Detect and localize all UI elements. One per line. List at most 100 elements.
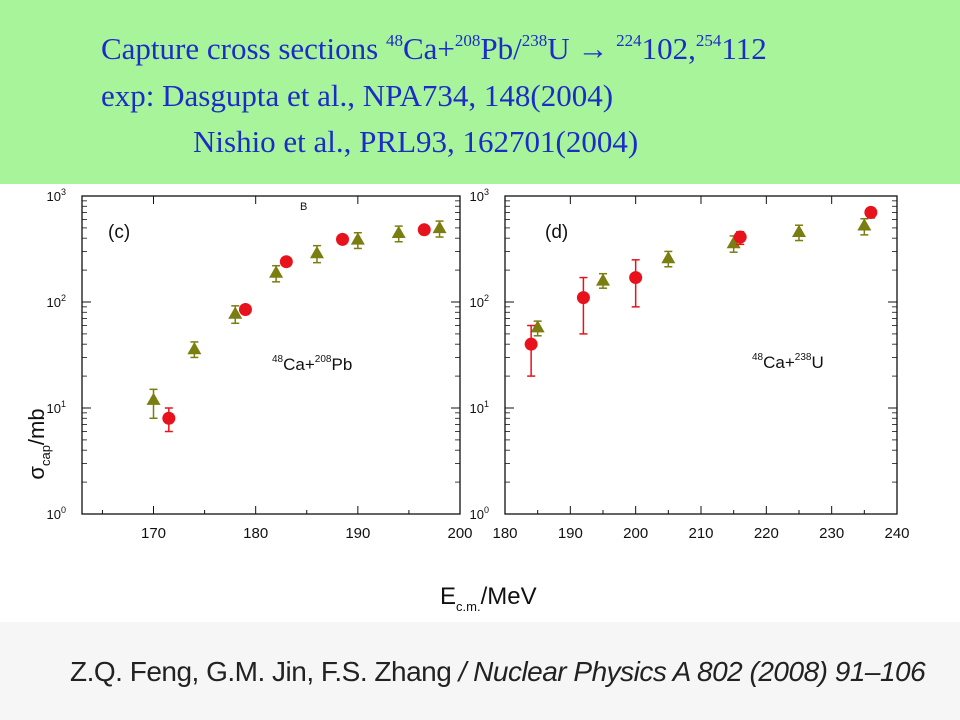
x-tick-label: 180 (492, 525, 517, 542)
data-point-circle (864, 205, 878, 219)
data-point-triangle (391, 225, 406, 239)
x-tick-label: 220 (754, 525, 779, 542)
y-axis-label: σcap/mb (24, 408, 53, 479)
superscript: 224 (616, 31, 642, 50)
reaction-text: Ca+ (763, 353, 795, 372)
superscript: 238 (521, 31, 548, 50)
data-point-circle (629, 271, 643, 285)
y-tick-exponent: 2 (61, 293, 66, 303)
x-tick-label: 240 (884, 525, 909, 542)
plot-frame (81, 195, 461, 515)
title-text: 102, (641, 31, 696, 66)
x-tick-label: 190 (558, 525, 583, 542)
x-tick-label: 170 (141, 525, 166, 542)
y-tick-base: 10 (47, 189, 61, 204)
y-tick-label: 100 (470, 505, 489, 522)
data-point-circle (524, 337, 538, 351)
y-tick-label: 101 (47, 399, 66, 416)
y-tick-exponent: 1 (484, 399, 489, 409)
reaction-superscript: 48 (752, 352, 764, 363)
data-point-circle (417, 223, 431, 237)
data-point-triangle (432, 220, 447, 234)
title-text: Capture cross sections (101, 31, 386, 66)
data-point-triangle (726, 236, 741, 249)
data-point-triangle (530, 320, 545, 333)
title-text: 112 (721, 31, 767, 66)
y-tick-label: 103 (47, 187, 66, 204)
superscript: 48 (385, 31, 403, 50)
reaction-label: 48Ca+238U (752, 352, 824, 372)
y-tick-base: 10 (470, 295, 484, 310)
arrow-icon: → (577, 31, 609, 66)
y-tick-exponent: 3 (61, 187, 66, 197)
y-tick-base: 10 (47, 507, 61, 522)
x-label-sub: c.m. (456, 599, 481, 614)
title-text: Ca+ (402, 31, 455, 66)
y-tick-base: 10 (470, 507, 484, 522)
y-tick-exponent: 0 (61, 505, 66, 515)
citation-caption: Z.Q. Feng, G.M. Jin, F.S. Zhang / Nuclea… (70, 656, 926, 688)
title-text: U (547, 31, 578, 66)
y-tick-label: 100 (47, 505, 66, 522)
reaction-superscript: 48 (272, 354, 284, 365)
title-text: Pb/ (480, 31, 522, 66)
data-point-triangle (187, 342, 202, 355)
data-point-circle (279, 255, 293, 269)
caption-authors: Z.Q. Feng, G.M. Jin, F.S. Zhang (70, 656, 452, 687)
x-label-main: E (440, 583, 456, 610)
data-point-circle (336, 232, 350, 246)
data-point-triangle (596, 273, 610, 286)
y-tick-base: 10 (47, 401, 61, 416)
x-tick-label: 200 (623, 525, 648, 542)
x-tick-label: 210 (688, 525, 713, 542)
y-tick-base: 10 (470, 401, 484, 416)
y-label-unit: /mb (24, 408, 49, 445)
x-label-unit: /MeV (481, 583, 537, 610)
reaction-label: 48Ca+208Pb (272, 354, 352, 374)
data-point-triangle (792, 224, 806, 237)
data-point-circle (576, 291, 590, 305)
data-point-circle (238, 302, 252, 316)
data-point-circle (733, 230, 747, 244)
data-point-circle (162, 411, 176, 425)
svg-text:σcap/mb: σcap/mb (24, 408, 53, 479)
reaction-superscript: 238 (795, 352, 812, 363)
y-tick-label: 101 (470, 399, 489, 416)
title-line-3: Nishio et al., PRL93, 162701(2004) (193, 124, 639, 159)
data-point-triangle (228, 306, 243, 319)
y-tick-label: 102 (470, 293, 489, 310)
stray-mark: B (300, 201, 307, 213)
title-banner: Capture cross sections 48Ca+208Pb/238U →… (0, 0, 960, 184)
x-tick-label: 200 (447, 525, 472, 542)
y-tick-exponent: 3 (484, 187, 489, 197)
data-point-triangle (857, 218, 872, 231)
data-point-triangle (309, 245, 324, 259)
superscript: 254 (695, 31, 722, 50)
x-tick-label: 180 (243, 525, 268, 542)
y-tick-exponent: 0 (484, 505, 489, 515)
x-axis-label: Ec.m./MeV (440, 583, 537, 614)
y-tick-exponent: 2 (484, 293, 489, 303)
title-line-1: Capture cross sections 48Ca+208Pb/238U →… (101, 31, 767, 72)
reaction-superscript: 208 (315, 354, 332, 365)
panel-label: (d) (545, 222, 568, 243)
plot-frame (504, 195, 898, 515)
reaction-text: Ca+ (283, 355, 315, 374)
y-tick-base: 10 (470, 189, 484, 204)
superscript: 208 (454, 31, 481, 50)
data-point-triangle (269, 265, 284, 278)
x-tick-label: 190 (345, 525, 370, 542)
data-point-triangle (146, 392, 161, 405)
panel-d: 180 190 200 210 220 230 240100101102103(d)48Ca… (470, 187, 910, 542)
y-label-sub: cap (38, 445, 53, 466)
title-line-2: exp: Dasgupta et al., NPA734, 148(2004) (101, 78, 614, 113)
reaction-text: Pb (331, 355, 352, 374)
y-tick-label: 102 (47, 293, 66, 310)
y-tick-base: 10 (47, 295, 61, 310)
x-tick-label: 230 (819, 525, 844, 542)
reaction-text: U (811, 353, 823, 372)
data-point-triangle (350, 232, 365, 245)
caption-band (0, 622, 960, 720)
